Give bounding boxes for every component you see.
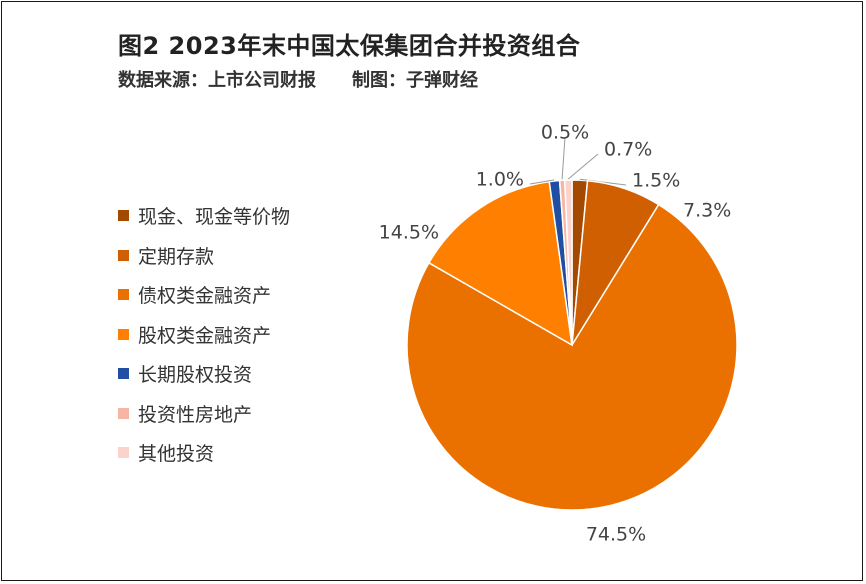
legend-swatch — [118, 289, 129, 301]
legend-label: 长期股权投资 — [138, 364, 253, 387]
data-label: 7.3% — [683, 200, 731, 222]
legend-item: 债权类金融资产 — [118, 275, 290, 315]
legend-swatch — [118, 249, 129, 261]
data-label: 1.0% — [476, 169, 524, 191]
legend-label: 债权类金融资产 — [138, 285, 272, 308]
legend-item: 长期股权投资 — [118, 354, 290, 394]
legend-item: 现金、现金等价物 — [118, 196, 290, 236]
legend-swatch — [118, 447, 129, 459]
data-label: 0.5% — [541, 122, 589, 144]
legend-swatch — [118, 210, 129, 222]
legend-item: 其他投资 — [118, 433, 290, 473]
legend-swatch — [118, 328, 129, 340]
chart-title: 图2 2023年末中国太保集团合并投资组合 — [118, 32, 581, 60]
legend-item: 定期存款 — [118, 236, 290, 276]
legend-label: 投资性房地产 — [138, 403, 253, 426]
legend-swatch — [118, 407, 129, 419]
label-leader-line — [529, 179, 555, 185]
data-label: 14.5% — [379, 222, 439, 244]
pie-slice — [427, 180, 573, 347]
legend-item: 股权类金融资产 — [118, 315, 290, 355]
legend-item: 投资性房地产 — [118, 394, 290, 434]
source-note: 数据来源：上市公司财报 — [118, 70, 316, 91]
legend-swatch — [118, 368, 129, 380]
legend-label: 定期存款 — [138, 245, 215, 268]
legend-label: 股权类金融资产 — [138, 324, 272, 347]
maker-note: 制图：子弹财经 — [352, 70, 478, 91]
data-label: 1.5% — [632, 170, 680, 192]
chart-legend: 现金、现金等价物 定期存款 债权类金融资产 股权类金融资产 长期股权投资 投资性… — [118, 196, 290, 473]
chart-subtitle: 数据来源：上市公司财报 制图：子弹财经 — [118, 66, 478, 92]
data-label: 74.5% — [586, 524, 646, 546]
legend-label: 其他投资 — [138, 443, 215, 466]
pie-slice — [406, 203, 738, 511]
data-label: 0.7% — [604, 139, 652, 161]
legend-label: 现金、现金等价物 — [138, 206, 291, 229]
label-leader-line — [561, 136, 566, 180]
label-leader-line — [567, 153, 599, 180]
pie-slice — [563, 179, 573, 346]
